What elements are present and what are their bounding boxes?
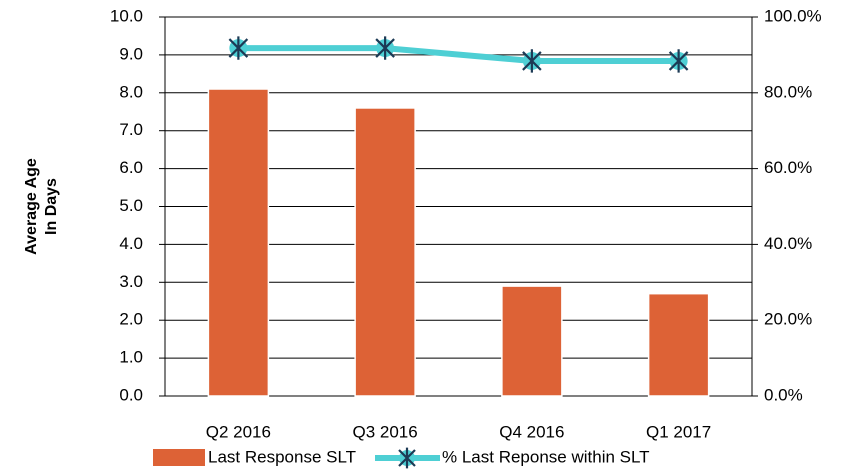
legend-swatch xyxy=(153,449,205,466)
marker xyxy=(522,49,542,73)
x-tick-label: Q2 2016 xyxy=(206,422,271,441)
legend-label: Last Response SLT xyxy=(208,447,356,466)
y-tick-label: 9.0 xyxy=(119,44,143,63)
y2-tick-label: 100.0% xyxy=(764,6,822,25)
y-tick-label: 8.0 xyxy=(119,82,143,101)
y2-tick-label: 0.0% xyxy=(764,385,803,404)
y-tick-label: 0.0 xyxy=(119,385,143,404)
x-tick-label: Q1 2017 xyxy=(646,422,711,441)
y-tick-label: 1.0 xyxy=(119,348,143,367)
bar xyxy=(354,107,416,397)
legend-marker xyxy=(398,447,416,469)
marker xyxy=(668,49,689,73)
bar xyxy=(501,285,563,397)
y-axis-label: Average Age In Days xyxy=(23,158,60,255)
y-axis-label-line: Average Age xyxy=(23,158,40,255)
y-tick-label: 7.0 xyxy=(119,120,143,139)
y-tick-label: 10.0 xyxy=(110,6,143,25)
y2-tick-label: 20.0% xyxy=(764,310,812,329)
bar xyxy=(647,292,710,397)
y-tick-label: 5.0 xyxy=(119,196,143,215)
bar xyxy=(207,88,270,397)
x-tick-label: Q3 2016 xyxy=(353,422,418,441)
y2-tick-label: 60.0% xyxy=(764,158,812,177)
legend-label: % Last Reponse within SLT xyxy=(442,447,650,466)
y-tick-label: 3.0 xyxy=(119,272,143,291)
y2-tick-label: 40.0% xyxy=(764,234,812,253)
x-tick-label: Q4 2016 xyxy=(499,422,564,441)
y-tick-label: 2.0 xyxy=(119,310,143,329)
line xyxy=(238,45,679,64)
marker xyxy=(228,36,249,60)
y-tick-label: 4.0 xyxy=(119,234,143,253)
y-axis-label-line: In Days xyxy=(43,178,60,235)
marker xyxy=(375,36,395,60)
y2-tick-label: 80.0% xyxy=(764,82,812,101)
y-tick-label: 6.0 xyxy=(119,158,143,177)
